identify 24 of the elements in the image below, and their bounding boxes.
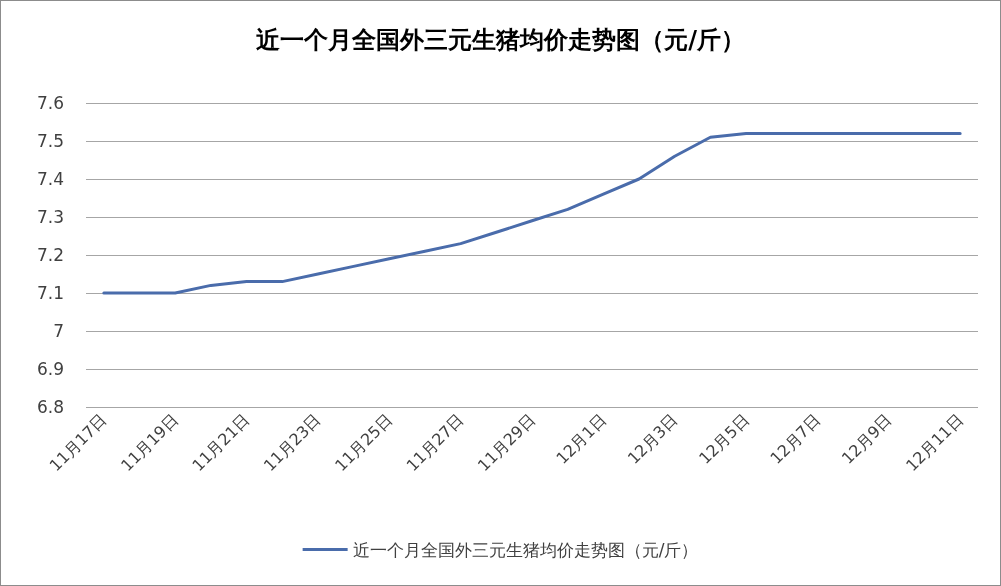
y-tick-label: 7.4 [36, 169, 64, 189]
y-tick-label: 7.3 [36, 207, 64, 227]
y-tick-label: 6.9 [36, 359, 64, 379]
line-series [102, 131, 962, 295]
x-tick-label: 11月29日 [473, 410, 539, 476]
x-tick-label: 12月11日 [902, 410, 967, 476]
chart-title: 近一个月全国外三元生猪均价走势图（元/斤） [256, 26, 745, 54]
y-tick-label: 7 [53, 321, 64, 341]
x-tick-label: 11月19日 [117, 410, 182, 476]
x-tick-label: 12月1日 [552, 410, 611, 468]
y-tick-label: 6.8 [36, 397, 64, 417]
y-tick-label: 7.6 [36, 93, 64, 113]
x-tick-label: 11月21日 [188, 410, 254, 476]
x-tick-label: 11月27日 [402, 410, 468, 476]
x-tick-label: 11月23日 [259, 410, 325, 476]
y-tick-label: 7.2 [36, 245, 64, 265]
x-tick-label: 12月9日 [837, 410, 896, 468]
x-tick-label: 12月7日 [766, 410, 825, 468]
legend-label: 近一个月全国外三元生猪均价走势图（元/斤） [352, 539, 699, 560]
y-tick-label: 7.5 [36, 131, 64, 151]
x-tick-label: 12月5日 [695, 410, 753, 468]
x-tick-label: 12月3日 [623, 410, 682, 468]
y-tick-label: 7.1 [36, 283, 64, 303]
x-tick-label: 11月25日 [331, 410, 396, 476]
